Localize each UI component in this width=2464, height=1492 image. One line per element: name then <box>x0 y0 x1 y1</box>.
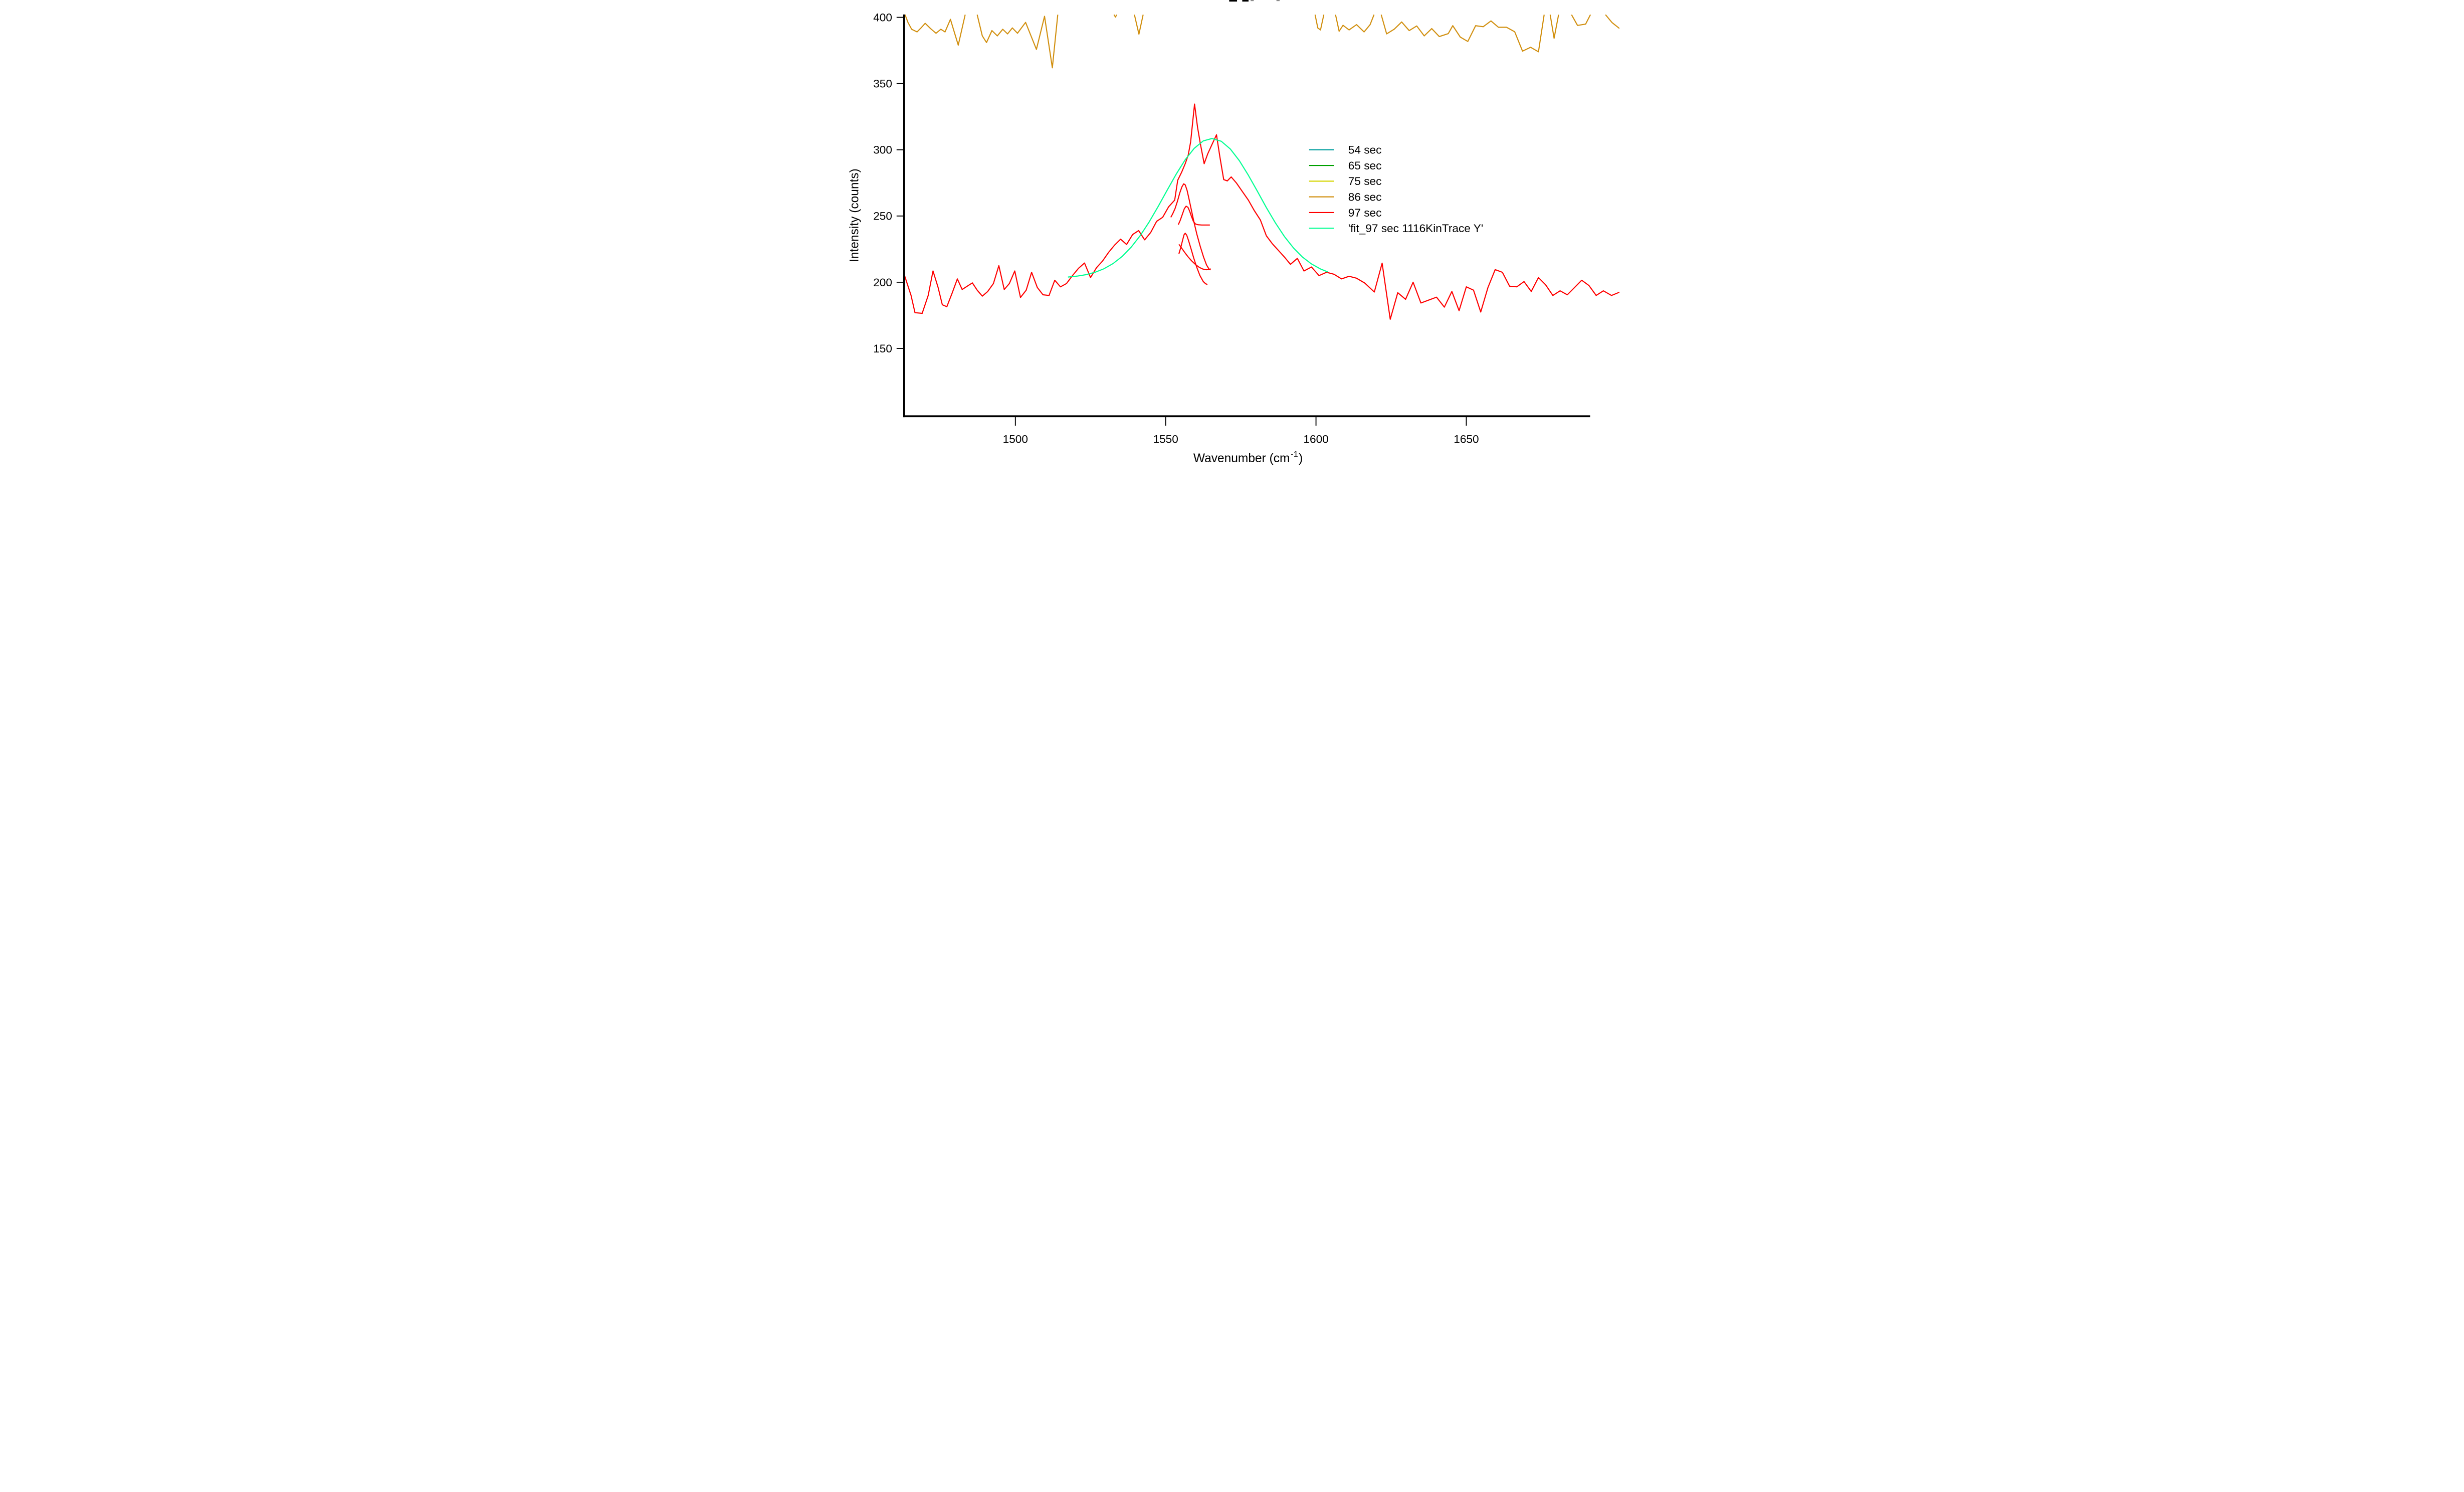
legend-item-label: 86 sec <box>1348 191 1382 203</box>
axes-group: 400 350 300 250 200 150 1500 1550 1600 1650 Inte… <box>848 11 1590 465</box>
legend-item: 75 sec <box>1309 175 1382 188</box>
legend-item-label: 75 sec <box>1348 175 1382 188</box>
series-86-sec-trace <box>1549 15 1559 39</box>
series-86-sec-trace <box>1314 15 1325 31</box>
y-tick-label: 150 <box>873 342 892 355</box>
series-86-sec-trace <box>1380 15 1545 53</box>
series-86-sec-trace <box>1113 14 1117 18</box>
clipped-title <box>1229 0 1280 2</box>
series-86-sec-trace <box>1605 14 1619 29</box>
series-97-sec-partial-fit-segment-c-trace <box>1178 233 1208 285</box>
series-86-sec-trace <box>1335 14 1375 33</box>
legend-item: 54 sec <box>1309 144 1382 156</box>
series-86-sec-trace <box>976 15 1059 69</box>
x-axis-title-part: ) <box>1299 452 1303 465</box>
y-axis-title: Intensity (counts) <box>848 168 862 262</box>
series-86-sec-trace <box>1134 15 1144 35</box>
x-axis-title: Wavenumber (cm-1) <box>1193 450 1303 465</box>
series-97-sec-partial-fit-segment-d-trace <box>1178 244 1211 271</box>
legend-item-label: 97 sec <box>1348 207 1382 219</box>
legend-item: 'fit_97 sec 1116KinTrace Y' <box>1309 222 1483 235</box>
clipped-title-fragment <box>1251 0 1254 2</box>
series-97-sec-partial-fit-segment-b-trace <box>1177 206 1210 226</box>
series-86-sec-trace <box>904 14 966 46</box>
data-series-group <box>904 14 1619 320</box>
spectra-chart-canvas: 400 350 300 250 200 150 1500 1550 1600 1650 Inte… <box>845 0 1619 469</box>
chart-background <box>845 0 1619 469</box>
x-tick-label: 1650 <box>1454 433 1479 446</box>
series--fit-97-sec-1116kintrace-y--trace <box>1068 138 1328 278</box>
x-axis-title-part: -1 <box>1291 450 1298 459</box>
legend: 54 sec 65 sec 75 sec 86 sec 97 sec 'fit_97 se… <box>1309 144 1483 235</box>
x-tick-label: 1500 <box>1003 433 1028 446</box>
legend-item: 86 sec <box>1309 191 1382 203</box>
series-86-sec-trace <box>1571 14 1591 26</box>
series-97-sec-trace <box>904 103 1619 320</box>
y-tick-label: 250 <box>873 210 892 223</box>
figure-container: 400 350 300 250 200 150 1500 1550 1600 1650 Inte… <box>845 0 1619 469</box>
series-97-sec-partial-fit-segment-a-trace <box>1170 183 1211 271</box>
y-tick-label: 350 <box>873 78 892 90</box>
clipped-title-fragment <box>1276 0 1280 2</box>
legend-item: 97 sec <box>1309 207 1382 219</box>
x-tick-label: 1600 <box>1303 433 1328 446</box>
legend-item: 65 sec <box>1309 159 1382 172</box>
legend-item-label: 54 sec <box>1348 144 1382 156</box>
x-tick-label: 1550 <box>1153 433 1178 446</box>
y-tick-label: 200 <box>873 276 892 289</box>
clipped-title-fragment <box>1229 0 1238 2</box>
y-tick-label: 400 <box>873 11 892 24</box>
x-axis-title-part: Wavenumber (cm <box>1193 452 1290 465</box>
legend-item-label: 65 sec <box>1348 159 1382 172</box>
y-ticks-group: 400 350 300 250 200 150 <box>873 11 904 355</box>
clipped-title-fragment <box>1242 0 1249 2</box>
legend-item-label: 'fit_97 sec 1116KinTrace Y' <box>1348 222 1483 235</box>
y-tick-label: 300 <box>873 144 892 156</box>
x-ticks-group: 1500 1550 1600 1650 <box>1003 416 1479 446</box>
